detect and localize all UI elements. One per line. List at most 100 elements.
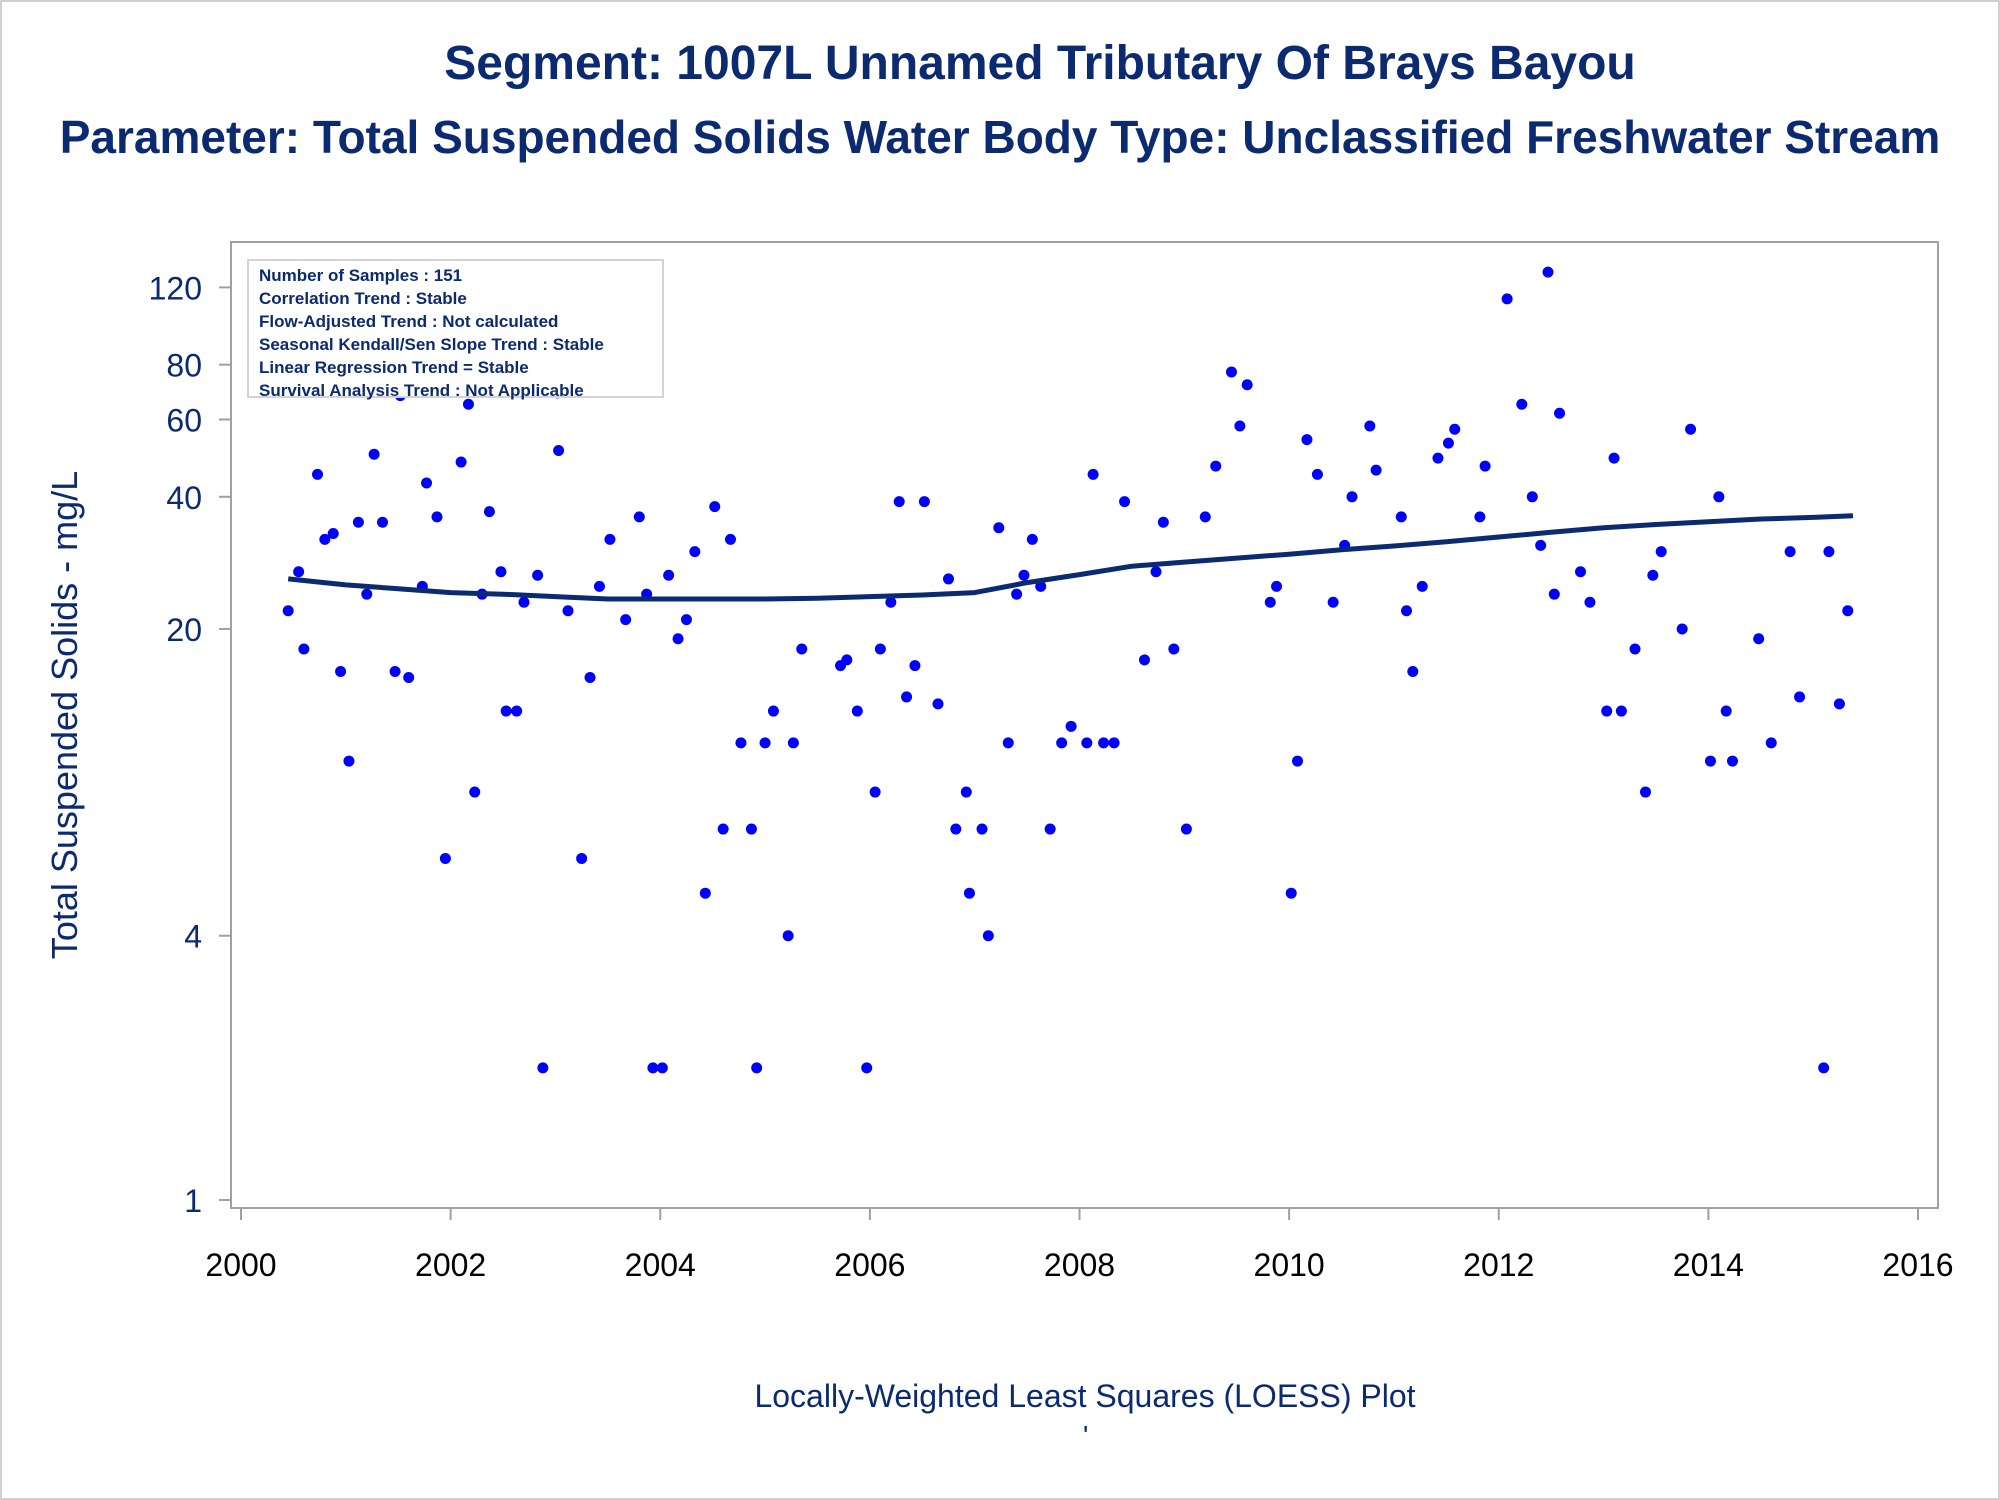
data-point <box>932 698 944 710</box>
data-point <box>709 501 721 513</box>
data-point <box>1442 437 1454 449</box>
data-point <box>431 511 443 523</box>
data-point <box>1601 705 1613 717</box>
data-point <box>851 705 863 717</box>
data-point <box>343 755 355 767</box>
data-point <box>1526 491 1538 503</box>
data-point <box>1794 691 1806 703</box>
data-point <box>469 786 481 798</box>
x-axis: 2000 2002 2004 2006 2008 2010 2012 2014 2016 <box>205 1208 1954 1283</box>
data-point <box>1026 533 1038 545</box>
data-point <box>1615 705 1627 717</box>
data-point <box>532 569 544 581</box>
data-point <box>462 398 474 410</box>
data-point <box>352 516 364 528</box>
data-point <box>1401 605 1413 617</box>
data-point <box>982 930 994 942</box>
legend-line: Correlation Trend : Stable <box>259 289 467 308</box>
data-point <box>1655 546 1667 558</box>
x-tick-label: 2010 <box>1254 1247 1325 1283</box>
data-point <box>620 614 632 626</box>
data-point <box>1416 580 1428 592</box>
data-point <box>403 672 415 684</box>
data-point <box>537 1062 549 1074</box>
data-point <box>1647 569 1659 581</box>
data-point <box>680 614 692 626</box>
data-point <box>735 737 747 749</box>
data-point <box>841 654 853 666</box>
data-point <box>511 705 523 717</box>
data-point <box>885 596 897 608</box>
data-point <box>1225 366 1237 378</box>
data-point <box>1138 654 1150 666</box>
data-point <box>1685 423 1697 435</box>
data-point <box>1575 566 1587 578</box>
data-point <box>942 573 954 585</box>
data-point <box>604 533 616 545</box>
data-point <box>1720 705 1732 717</box>
data-point <box>1081 737 1093 749</box>
data-point <box>376 516 388 528</box>
data-point <box>1327 596 1339 608</box>
data-point <box>576 852 588 864</box>
data-point <box>483 506 495 518</box>
data-point <box>861 1062 873 1074</box>
data-point <box>759 737 771 749</box>
data-point <box>717 823 729 835</box>
data-point <box>656 1062 668 1074</box>
y-tick-label: 1 <box>184 1183 202 1219</box>
data-point <box>1479 460 1491 472</box>
data-point <box>562 605 574 617</box>
data-point <box>518 596 530 608</box>
data-point <box>1292 755 1304 767</box>
data-point <box>1241 379 1253 391</box>
data-point <box>495 566 507 578</box>
sample-points <box>282 266 1854 1074</box>
data-point <box>1474 511 1486 523</box>
data-point <box>1157 516 1169 528</box>
plot-area <box>230 241 1939 1209</box>
data-point <box>1554 407 1566 419</box>
data-point <box>874 643 886 655</box>
legend-line: Survival Analysis Trend : Not Applicable <box>259 381 584 400</box>
data-point <box>699 887 711 899</box>
x-tick-label: 2008 <box>1044 1247 1115 1283</box>
data-point <box>1629 643 1641 655</box>
legend-line: Linear Regression Trend = Stable <box>259 358 529 377</box>
data-point <box>950 823 962 835</box>
data-point <box>1753 633 1765 645</box>
chart-subtitle: Parameter: Total Suspended Solids Water … <box>59 111 1941 163</box>
x-tick-label: 2004 <box>625 1247 696 1283</box>
data-point <box>1056 737 1068 749</box>
data-point <box>1108 737 1120 749</box>
y-tick-label: 4 <box>184 919 202 955</box>
data-point <box>1432 452 1444 464</box>
trend-legend: Number of Samples : 151 Correlation Tren… <box>247 259 664 400</box>
data-point <box>1818 1062 1830 1074</box>
x-tick-label: 2014 <box>1673 1247 1744 1283</box>
data-point <box>1608 452 1620 464</box>
loess-line <box>287 513 1854 602</box>
data-point <box>1210 460 1222 472</box>
data-point <box>361 588 373 600</box>
data-point <box>421 477 433 489</box>
data-point <box>389 665 401 677</box>
data-point <box>293 566 305 578</box>
data-point <box>1765 737 1777 749</box>
data-point <box>553 444 565 456</box>
y-tick-label: 60 <box>166 403 202 439</box>
data-point <box>1516 398 1528 410</box>
data-point <box>993 522 1005 534</box>
y-axis-title: Total Suspended Solids - mg/L <box>44 471 85 959</box>
data-point <box>1044 823 1056 835</box>
data-point <box>672 633 684 645</box>
data-point <box>1271 580 1283 592</box>
data-point <box>1395 511 1407 523</box>
data-point <box>319 533 331 545</box>
x-tick-label: 2006 <box>834 1247 905 1283</box>
data-point <box>909 660 921 672</box>
x-tick-label: 2000 <box>205 1247 276 1283</box>
data-point <box>901 691 913 703</box>
